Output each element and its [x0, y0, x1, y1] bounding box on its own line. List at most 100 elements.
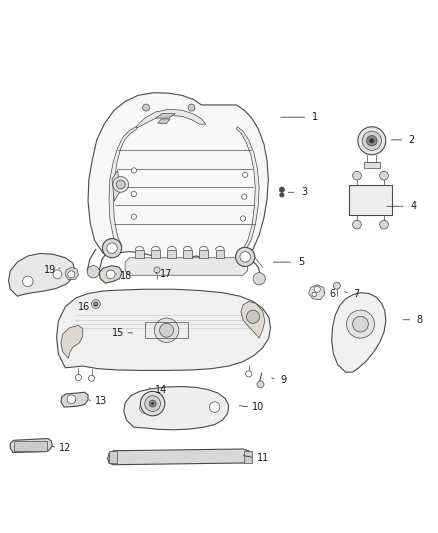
Circle shape [362, 131, 381, 150]
Circle shape [312, 292, 316, 297]
Circle shape [68, 271, 75, 278]
Circle shape [240, 252, 251, 262]
Polygon shape [61, 392, 88, 407]
Text: 5: 5 [298, 257, 304, 267]
Polygon shape [151, 250, 160, 258]
Polygon shape [11, 439, 52, 453]
Polygon shape [241, 302, 265, 338]
Polygon shape [61, 326, 83, 358]
Circle shape [367, 135, 377, 146]
Polygon shape [99, 265, 122, 283]
Text: 1: 1 [312, 112, 318, 122]
Text: 4: 4 [410, 201, 417, 211]
Circle shape [154, 267, 160, 273]
Polygon shape [183, 250, 192, 258]
Polygon shape [215, 250, 224, 258]
Circle shape [87, 265, 99, 278]
Circle shape [92, 300, 100, 309]
Circle shape [141, 391, 165, 416]
Circle shape [333, 282, 340, 289]
Circle shape [353, 220, 361, 229]
Text: 8: 8 [417, 315, 423, 325]
Text: 12: 12 [59, 443, 71, 453]
Polygon shape [9, 253, 75, 296]
Circle shape [370, 139, 374, 143]
Circle shape [243, 172, 248, 177]
Circle shape [113, 176, 129, 192]
Bar [14, 441, 46, 451]
Text: 6: 6 [329, 288, 336, 298]
Circle shape [353, 316, 368, 332]
Text: 7: 7 [353, 288, 360, 298]
Polygon shape [65, 268, 78, 280]
Circle shape [314, 286, 320, 292]
Circle shape [236, 247, 255, 266]
Polygon shape [124, 386, 229, 430]
Circle shape [353, 171, 361, 180]
Bar [145, 321, 188, 338]
Text: 3: 3 [301, 187, 307, 197]
Polygon shape [158, 119, 170, 123]
Circle shape [94, 302, 98, 306]
Polygon shape [332, 293, 386, 372]
Circle shape [380, 171, 389, 180]
Text: 18: 18 [120, 271, 133, 281]
Polygon shape [237, 127, 259, 258]
Circle shape [188, 104, 195, 111]
Circle shape [75, 374, 81, 381]
Bar [349, 185, 392, 215]
Circle shape [209, 402, 220, 413]
Polygon shape [109, 127, 137, 248]
Polygon shape [167, 250, 176, 258]
Polygon shape [135, 250, 144, 258]
Circle shape [257, 381, 264, 388]
Circle shape [22, 276, 33, 287]
Circle shape [149, 400, 156, 407]
Text: 11: 11 [257, 453, 269, 463]
Text: 14: 14 [155, 385, 167, 394]
Circle shape [140, 403, 150, 413]
Text: 13: 13 [95, 396, 107, 406]
Circle shape [131, 214, 137, 220]
Circle shape [253, 272, 265, 285]
Circle shape [346, 310, 374, 338]
Circle shape [131, 168, 137, 173]
Polygon shape [155, 114, 175, 118]
Polygon shape [88, 93, 268, 263]
Circle shape [159, 323, 173, 337]
Circle shape [145, 395, 160, 411]
Polygon shape [125, 258, 247, 275]
Circle shape [240, 216, 246, 221]
Circle shape [117, 180, 125, 189]
Text: 19: 19 [43, 265, 56, 275]
Circle shape [151, 402, 154, 405]
Polygon shape [308, 285, 325, 300]
Circle shape [106, 270, 115, 279]
Circle shape [143, 104, 150, 111]
Polygon shape [136, 109, 206, 128]
Circle shape [107, 243, 117, 253]
Circle shape [358, 127, 386, 155]
Polygon shape [57, 289, 271, 370]
Polygon shape [199, 250, 208, 258]
Polygon shape [112, 171, 120, 201]
Circle shape [246, 371, 252, 377]
Circle shape [280, 193, 284, 197]
Polygon shape [108, 449, 252, 465]
Circle shape [88, 375, 95, 381]
Text: 9: 9 [281, 375, 287, 385]
Bar [109, 451, 117, 463]
Circle shape [67, 395, 76, 403]
Text: 15: 15 [112, 328, 124, 338]
Text: 17: 17 [159, 269, 172, 279]
Circle shape [380, 220, 389, 229]
Text: 2: 2 [408, 135, 414, 145]
Text: 10: 10 [252, 402, 265, 412]
Circle shape [242, 194, 247, 199]
Bar [244, 451, 252, 463]
Circle shape [279, 187, 285, 192]
Text: 16: 16 [78, 302, 91, 312]
Circle shape [247, 310, 260, 323]
Bar [364, 161, 380, 168]
Circle shape [102, 239, 122, 258]
